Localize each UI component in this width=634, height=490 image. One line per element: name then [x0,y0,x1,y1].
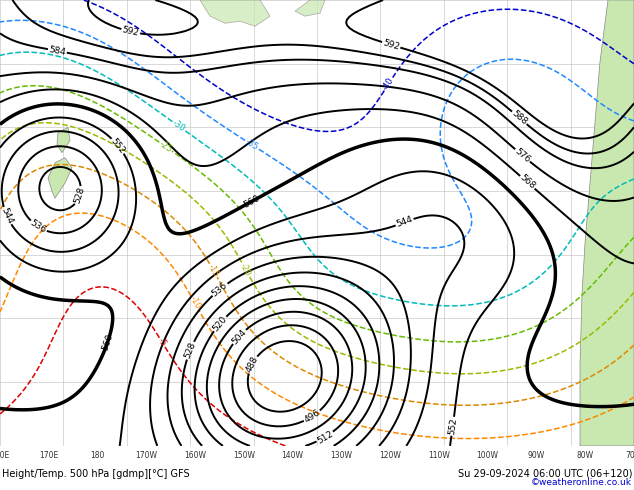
Text: 552: 552 [109,136,127,155]
Text: 504: 504 [230,327,248,346]
Text: 528: 528 [183,341,198,360]
Text: 544: 544 [0,206,15,225]
Text: 80W: 80W [577,451,594,460]
Text: 110W: 110W [428,451,450,460]
Text: -10: -10 [188,295,202,311]
Text: 180: 180 [91,451,105,460]
Text: 512: 512 [315,429,335,445]
Text: 544: 544 [395,215,414,229]
Text: 528: 528 [73,186,87,205]
Text: 496: 496 [302,408,322,425]
Text: -5: -5 [156,336,168,348]
Text: 100W: 100W [477,451,499,460]
Polygon shape [48,158,72,198]
Text: -25: -25 [158,139,174,154]
Text: 560: 560 [101,333,115,352]
Text: 588: 588 [510,109,529,127]
Text: 488: 488 [244,355,260,374]
Text: 170W: 170W [135,451,157,460]
Text: 140W: 140W [281,451,304,460]
Text: 560: 560 [242,194,261,210]
Text: 160W: 160W [184,451,206,460]
Text: -15: -15 [206,262,221,278]
Polygon shape [57,127,70,153]
Text: -30: -30 [171,119,187,134]
Text: 130W: 130W [330,451,353,460]
Text: 568: 568 [518,173,537,192]
Text: 584: 584 [48,45,67,57]
Text: Su 29-09-2024 06:00 UTC (06+120): Su 29-09-2024 06:00 UTC (06+120) [458,469,632,479]
Text: 70W: 70W [625,451,634,460]
Text: -20: -20 [238,261,252,277]
Text: 592: 592 [121,25,140,38]
Text: -40: -40 [381,76,396,92]
Text: Height/Temp. 500 hPa [gdmp][°C] GFS: Height/Temp. 500 hPa [gdmp][°C] GFS [2,469,190,479]
Text: 170E: 170E [39,451,58,460]
Text: 120W: 120W [379,451,401,460]
Text: -35: -35 [243,137,260,152]
Text: 552: 552 [447,417,458,435]
Text: 90W: 90W [528,451,545,460]
Polygon shape [295,0,325,16]
Polygon shape [580,0,634,446]
Text: 190E: 190E [0,451,10,460]
Text: 536: 536 [210,280,230,298]
Text: 592: 592 [382,38,401,51]
Polygon shape [200,0,270,26]
Text: 520: 520 [211,314,229,333]
Text: 536: 536 [29,218,48,235]
Text: 150W: 150W [233,451,255,460]
Text: ©weatheronline.co.uk: ©weatheronline.co.uk [531,478,632,487]
Text: 576: 576 [513,147,532,165]
